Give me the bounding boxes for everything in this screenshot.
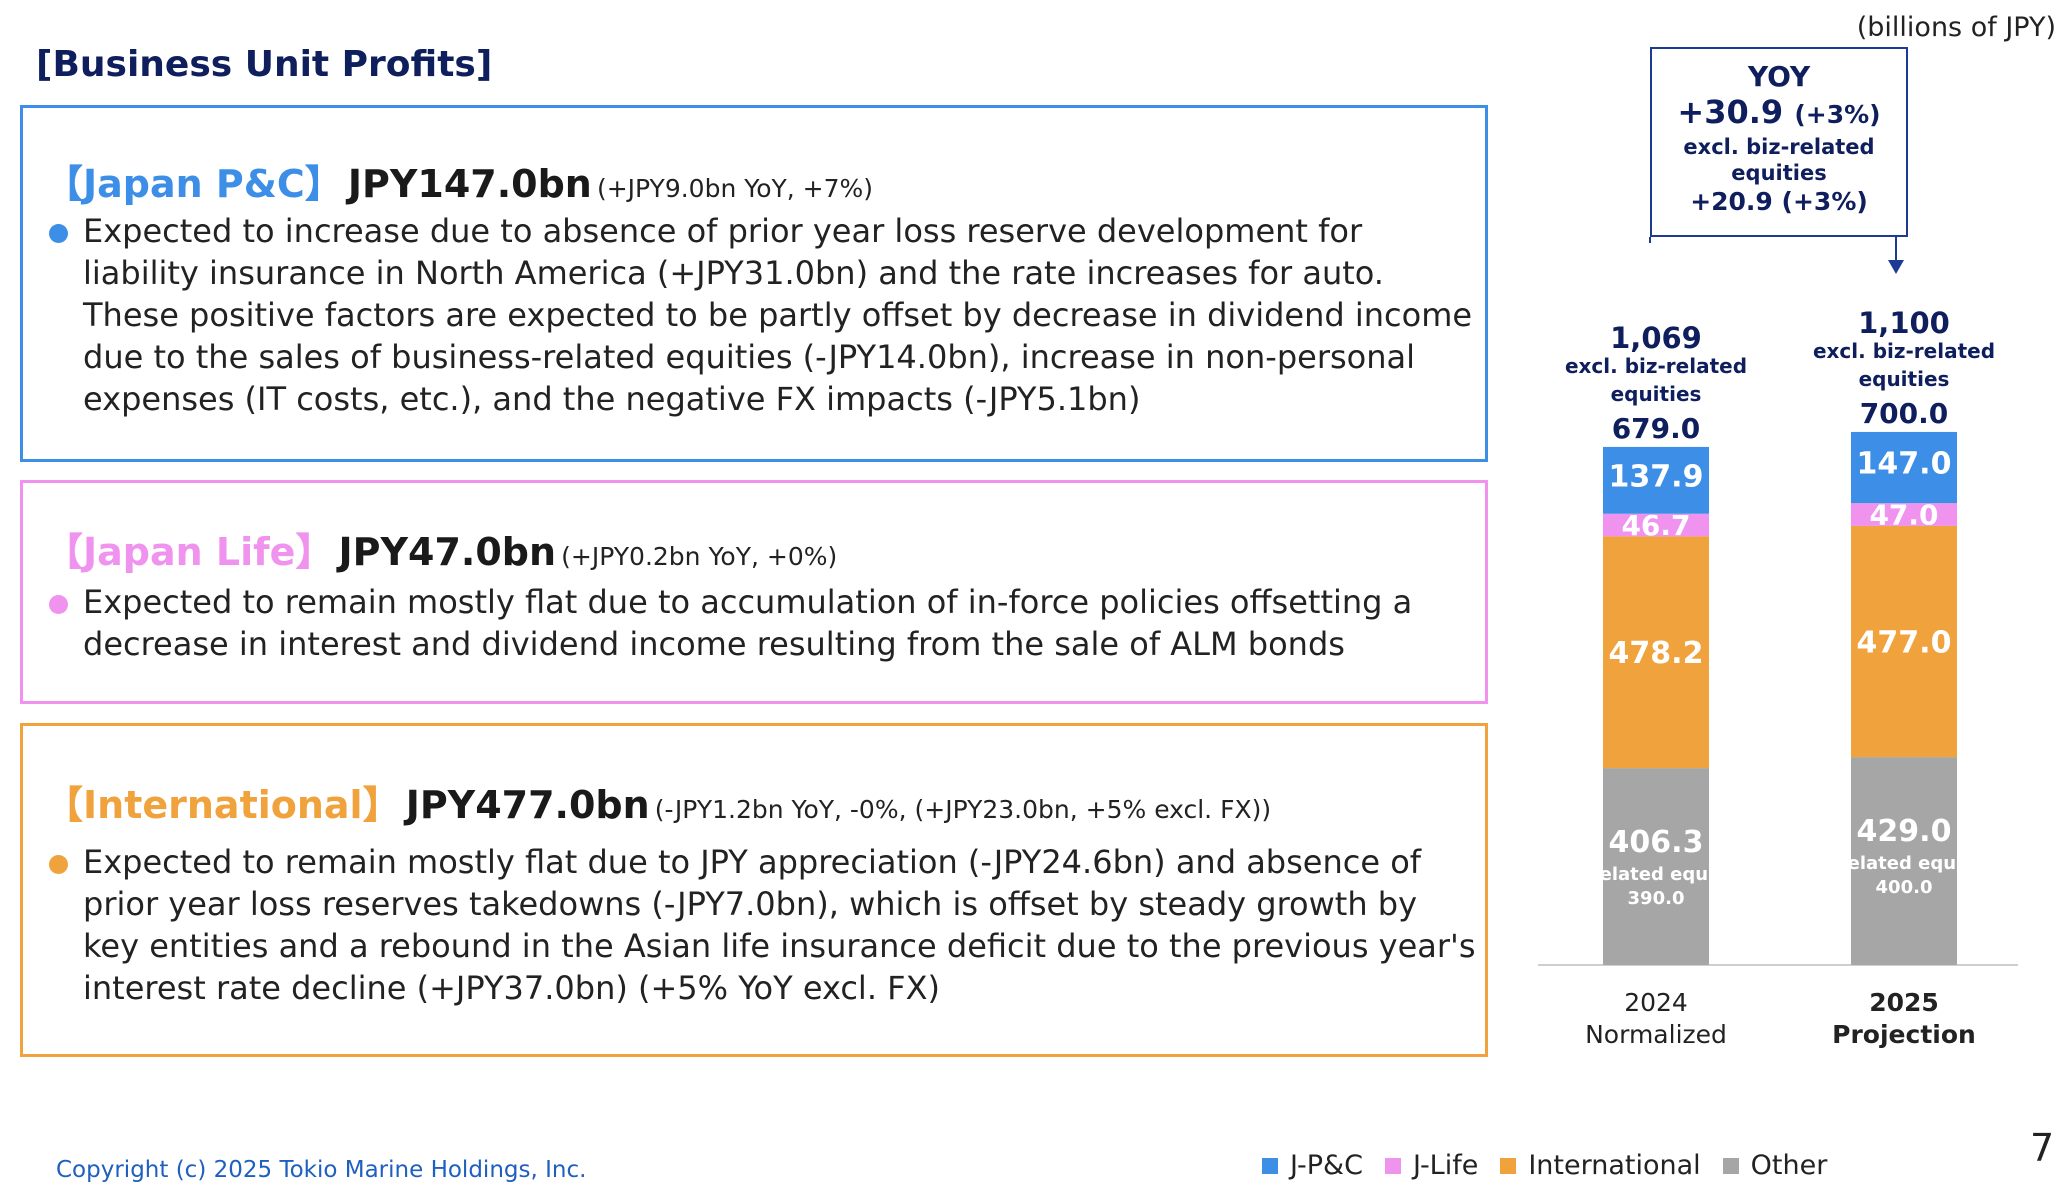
legend-item-international: International — [1500, 1150, 1701, 1181]
yoy-arrow-head — [1888, 260, 1904, 274]
units-label: (billions of JPY) — [1856, 12, 2056, 43]
x-tick-line1-2024: 2024 — [1624, 988, 1688, 1017]
yoy-value: +30.9 — [1677, 93, 1784, 131]
copyright: Copyright (c) 2025 Tokio Marine Holdings… — [56, 1157, 587, 1183]
label-j-life-2025: 47.0 — [1869, 499, 1938, 532]
total-excl-value-2025: 700.0 — [1860, 397, 1949, 430]
international-amount: JPY477.0bn — [405, 783, 650, 827]
japan-life-header: 【Japan Life】 JPY47.0bn (+JPY0.2bn YoY, +… — [45, 521, 837, 576]
note-value-2024: 390.0 — [1628, 888, 1685, 909]
international-header: 【International】 JPY477.0bn (-JPY1.2bn Yo… — [45, 774, 1271, 829]
japan-life-name: 【Japan Life】 — [45, 530, 334, 574]
label-j-pc-2024: 137.9 — [1609, 459, 1704, 494]
page-title: [Business Unit Profits] — [36, 44, 493, 85]
bar-other-2024 — [1603, 768, 1709, 965]
international-box: 【International】 JPY477.0bn (-JPY1.2bn Yo… — [20, 723, 1488, 1057]
total-value-2025: 1,100 — [1858, 306, 1950, 340]
japan-life-bullet — [49, 595, 68, 614]
japan-life-amount: JPY47.0bn — [338, 530, 557, 574]
international-bullet — [49, 855, 68, 874]
legend-item-j-pc: J-P&C — [1262, 1150, 1363, 1181]
total-excl-label-top-2025: excl. biz-related — [1813, 339, 1995, 363]
bar-j-life-2024 — [1603, 513, 1709, 537]
note-label-2024: Biz-related equities: — [1553, 864, 1759, 885]
international-change: (-JPY1.2bn YoY, -0%, (+JPY23.0bn, +5% ex… — [654, 795, 1272, 824]
total-excl-label-2024: equities — [1611, 382, 1702, 406]
x-tick-line2-2025: Projection — [1832, 1020, 1976, 1049]
legend-item-j-life: J-Life — [1384, 1150, 1479, 1181]
japan-life-box: 【Japan Life】 JPY47.0bn (+JPY0.2bn YoY, +… — [20, 480, 1488, 704]
legend-swatch-j-pc — [1262, 1157, 1278, 1174]
japan-pc-name: 【Japan P&C】 — [45, 162, 343, 206]
bar-j-pc-2024 — [1603, 446, 1709, 514]
international-description: Expected to remain mostly flat due to JP… — [83, 843, 1476, 1007]
japan-pc-bullet — [49, 224, 68, 243]
label-international-2025: 477.0 — [1857, 626, 1952, 661]
japan-pc-header: 【Japan P&C】 JPY147.0bn (+JPY9.0bn YoY, +… — [45, 153, 873, 208]
japan-life-description: Expected to remain mostly flat due to ac… — [83, 583, 1413, 663]
legend-label-other: Other — [1750, 1150, 1828, 1181]
total-excl-value-2024: 679.0 — [1612, 412, 1701, 445]
total-excl-label-top-2024: excl. biz-related — [1565, 354, 1747, 378]
yoy-title: YOY — [1747, 60, 1811, 93]
yoy-pct: (+3%) — [1794, 100, 1881, 129]
japan-pc-change: (+JPY9.0bn YoY, +7%) — [596, 174, 874, 203]
yoy-excl-pct: (+3%) — [1781, 187, 1868, 216]
chart-legend: J-P&C J-Life International Other — [1262, 1150, 1827, 1181]
bar-j-life-2025 — [1851, 503, 1957, 526]
bar-other-2025 — [1851, 757, 1957, 965]
legend-label-j-life: J-Life — [1412, 1150, 1479, 1181]
label-j-life-2024: 46.7 — [1621, 509, 1690, 542]
note-value-2025: 400.0 — [1876, 877, 1933, 898]
legend-label-international: International — [1528, 1150, 1701, 1181]
page-number: 7 — [2030, 1126, 2055, 1170]
international-name: 【International】 — [45, 783, 401, 827]
note-label-2025: Biz-related equities: — [1801, 853, 2007, 874]
japan-pc-amount: JPY147.0bn — [347, 162, 592, 206]
label-international-2024: 478.2 — [1609, 636, 1704, 671]
label-other-2025: 429.0 — [1857, 814, 1952, 849]
bar-international-2025 — [1851, 525, 1957, 758]
yoy-excl-value: +20.9 — [1690, 187, 1773, 216]
label-j-pc-2025: 147.0 — [1857, 447, 1952, 482]
x-tick-line2-2024: Normalized — [1585, 1020, 1727, 1049]
legend-swatch-other — [1722, 1157, 1739, 1174]
yoy-callout: YOY +30.9 (+3%) excl. biz-related equiti… — [1650, 47, 1908, 237]
legend-swatch-j-life — [1384, 1157, 1401, 1174]
bar-international-2024 — [1603, 536, 1709, 769]
legend-item-other: Other — [1722, 1150, 1828, 1181]
bars-layer: 406.3 Biz-related equities: 390.0 478.2 46.7… — [1553, 306, 2007, 1049]
yoy-excl-label: excl. biz-related equities — [1683, 135, 1875, 185]
legend-swatch-international — [1500, 1157, 1517, 1174]
label-other-2024: 406.3 — [1609, 825, 1704, 860]
japan-life-change: (+JPY0.2bn YoY, +0%) — [561, 542, 838, 571]
total-value-2024: 1,069 — [1610, 321, 1702, 355]
japan-pc-box: 【Japan P&C】 JPY147.0bn (+JPY9.0bn YoY, +… — [20, 105, 1488, 462]
bar-j-pc-2025 — [1851, 431, 1957, 504]
total-excl-label-2025: equities — [1859, 367, 1950, 391]
japan-pc-description: Expected to increase due to absence of p… — [83, 212, 1473, 418]
yoy-excl-line: +20.9 (+3%) — [1652, 186, 1906, 218]
legend-label-j-pc: J-P&C — [1290, 1150, 1363, 1181]
yoy-change-line: +30.9 (+3%) — [1652, 93, 1906, 134]
x-tick-line1-2025: 2025 — [1869, 988, 1939, 1017]
